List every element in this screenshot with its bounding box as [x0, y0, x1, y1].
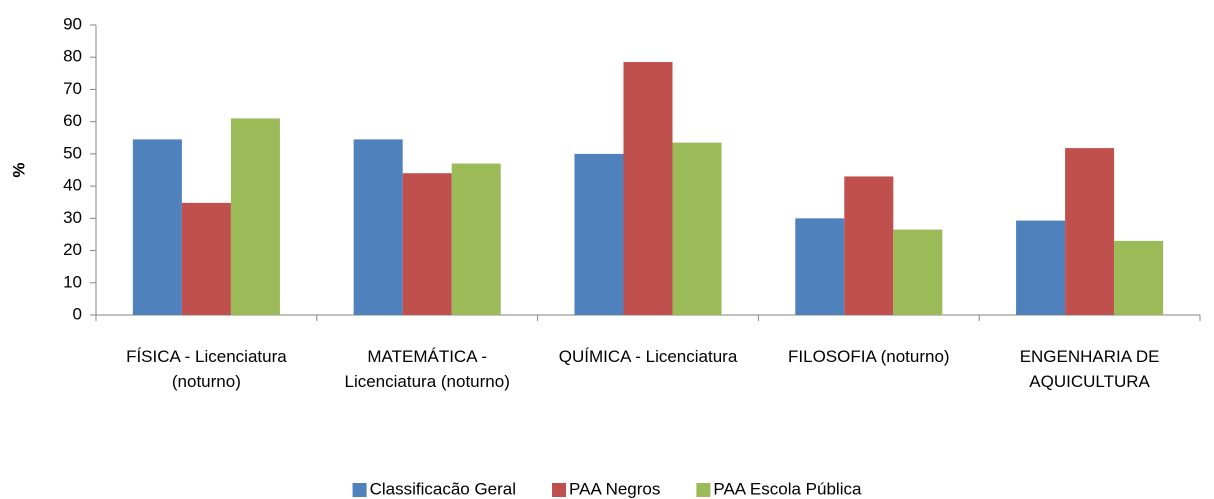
bar [672, 142, 722, 315]
x-tick-label: FÍSICA - Licenciatura (noturno) [126, 347, 287, 391]
x-tick-label: ENGENHARIA DE AQUICULTURA [1019, 347, 1160, 391]
x-tick-label: MATEMÁTICA - Licenciatura (noturno) [344, 347, 510, 391]
legend-label: PAA Negros [569, 479, 660, 498]
bar [451, 163, 501, 315]
bar [402, 173, 452, 315]
x-tick-label: QUÍMICA - Licenciatura [558, 347, 738, 366]
y-tick-label: 60 [63, 111, 82, 130]
bar [623, 62, 673, 315]
y-tick-label: 10 [63, 272, 82, 291]
bar [795, 218, 845, 315]
bar [353, 139, 403, 315]
y-tick-label: 50 [63, 143, 82, 162]
x-tick-label: FILOSOFIA (noturno) [788, 347, 950, 366]
y-tick-label: 0 [73, 304, 82, 323]
bar [844, 176, 894, 315]
y-tick-label: 70 [63, 79, 82, 98]
bar [1114, 240, 1164, 315]
y-tick-label: 90 [63, 14, 82, 33]
y-tick-label: 20 [63, 240, 82, 259]
legend-label: Classificacão Geral [370, 479, 516, 498]
bar [574, 153, 624, 315]
legend-swatch [352, 483, 367, 497]
bar [1065, 148, 1115, 315]
legend-swatch [552, 483, 567, 497]
bar [893, 229, 943, 315]
bar [230, 118, 280, 315]
y-tick-label: 30 [63, 208, 82, 227]
bar [132, 139, 182, 315]
y-axis-title: % [9, 162, 28, 177]
bar [181, 202, 231, 315]
y-tick-label: 40 [63, 176, 82, 195]
legend-swatch [696, 483, 711, 497]
bar [1016, 220, 1066, 315]
legend-label: PAA Escola Pública [713, 479, 862, 498]
y-tick-label: 80 [63, 47, 82, 66]
